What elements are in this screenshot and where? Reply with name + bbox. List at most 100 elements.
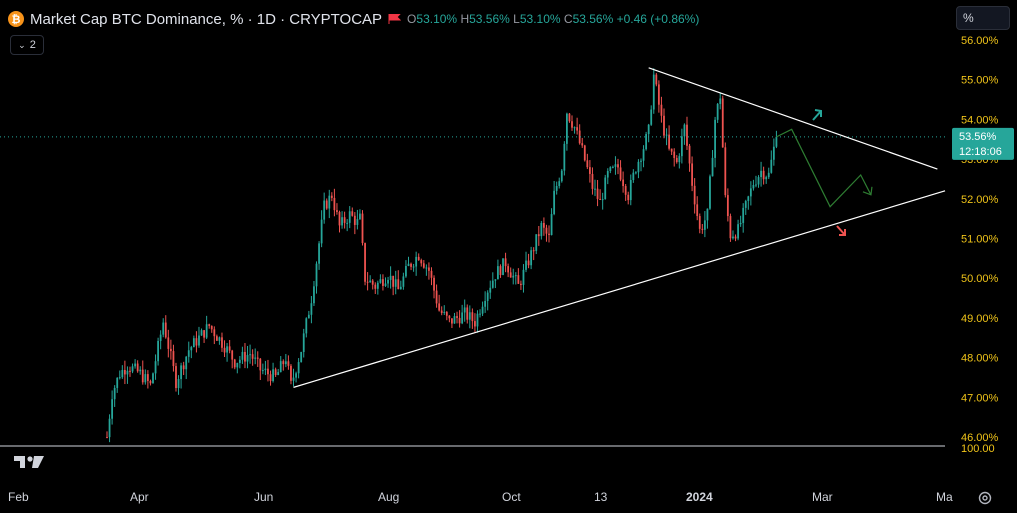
trendline-lower	[293, 190, 946, 388]
settings-gear-icon[interactable]	[977, 490, 993, 506]
candle-body	[190, 347, 193, 351]
candle-body	[428, 267, 430, 271]
candle-body	[238, 359, 241, 363]
candle-body	[369, 280, 372, 283]
candle-body	[175, 366, 177, 389]
chevron-down-icon: ⌄	[18, 39, 26, 50]
candle-body	[486, 292, 489, 301]
candle-body	[162, 322, 165, 335]
candle-body	[123, 369, 126, 375]
candle-body	[323, 200, 326, 220]
price-scale-input[interactable]	[956, 6, 1010, 30]
candle-body	[223, 347, 226, 353]
candle-body	[701, 228, 704, 230]
candle-body	[599, 198, 602, 200]
candle-body	[706, 208, 709, 221]
projection-arrowhead	[862, 186, 873, 196]
candle-body	[440, 310, 443, 313]
candle-body	[256, 357, 259, 359]
candle-body	[246, 354, 249, 362]
candle-body	[719, 98, 722, 104]
candle-body	[351, 211, 354, 216]
candle-body	[356, 219, 359, 225]
candle-body	[716, 103, 719, 120]
candle-body	[290, 365, 292, 381]
candle-body	[732, 236, 734, 239]
candle-body	[673, 151, 676, 158]
candle-body	[696, 204, 699, 217]
candle-body	[129, 370, 131, 372]
candle-body	[392, 275, 395, 287]
candle-body	[680, 136, 683, 157]
candle-body	[412, 266, 415, 268]
candle-body	[451, 318, 453, 324]
candle-body	[218, 337, 221, 341]
candle-body	[640, 160, 642, 162]
candle-body	[241, 351, 244, 360]
price-axis-label: 55.00%	[961, 75, 999, 87]
candle-body	[433, 277, 435, 291]
candle-body	[420, 260, 423, 264]
candle-body	[249, 354, 251, 356]
candle-body	[118, 377, 121, 379]
candle-body	[688, 145, 691, 164]
candle-body	[698, 216, 701, 229]
candle-body	[126, 370, 129, 375]
candle-body	[384, 283, 387, 286]
candle-body	[405, 266, 407, 277]
price-axis-label: 56.00%	[961, 35, 999, 47]
candle-body	[479, 313, 481, 315]
candle-body	[244, 351, 246, 362]
candle-body	[267, 368, 269, 375]
candle-body	[573, 127, 576, 129]
candle-body	[497, 266, 499, 280]
candle-body	[318, 243, 320, 264]
candle-body	[320, 219, 323, 244]
candle-body	[233, 359, 236, 368]
candle-body	[657, 84, 660, 105]
candle-body	[686, 124, 688, 146]
candle-body	[507, 266, 510, 273]
candle-body	[205, 324, 208, 338]
indicators-toggle-button[interactable]: ⌄ 2	[10, 35, 44, 55]
candle-body	[703, 220, 706, 230]
candle-body	[282, 361, 285, 365]
candle-body	[581, 143, 584, 146]
price-axis-label: 54.00%	[961, 114, 999, 126]
candle-body	[287, 361, 290, 366]
candle-body	[591, 173, 594, 189]
candle-body	[762, 170, 765, 180]
candle-body	[228, 346, 231, 351]
candle-body	[611, 166, 614, 168]
flag-icon[interactable]	[388, 14, 402, 24]
candle-body	[279, 361, 282, 373]
symbol-title[interactable]: Market Cap BTC Dominance, % · 1D · CRYPT…	[30, 10, 383, 28]
candle-body	[553, 190, 556, 215]
candle-body	[292, 377, 295, 381]
candle-body	[435, 290, 438, 304]
candle-body	[749, 188, 752, 197]
candle-body	[213, 329, 216, 337]
candle-body	[491, 280, 494, 288]
candle-body	[504, 258, 507, 267]
price-axis-label: 48.00%	[961, 353, 999, 365]
candle-body	[629, 179, 632, 201]
candle-body	[397, 279, 400, 290]
candle-body	[765, 177, 768, 180]
candle-body	[210, 325, 213, 330]
candle-body	[141, 369, 144, 383]
candle-body	[474, 321, 476, 327]
candle-body	[359, 213, 361, 220]
time-axis-label: Mar	[812, 490, 833, 504]
price-axis-label: 52.00%	[961, 194, 999, 206]
price-axis-label: 49.00%	[961, 313, 999, 325]
candle-body	[775, 136, 778, 147]
current-price-countdown: 12:18:06	[959, 146, 1002, 158]
candle-body	[668, 134, 670, 149]
candle-body	[566, 113, 568, 144]
candle-body	[366, 281, 369, 283]
candle-body	[558, 181, 561, 186]
candle-body	[443, 312, 446, 314]
candle-body	[622, 179, 625, 187]
